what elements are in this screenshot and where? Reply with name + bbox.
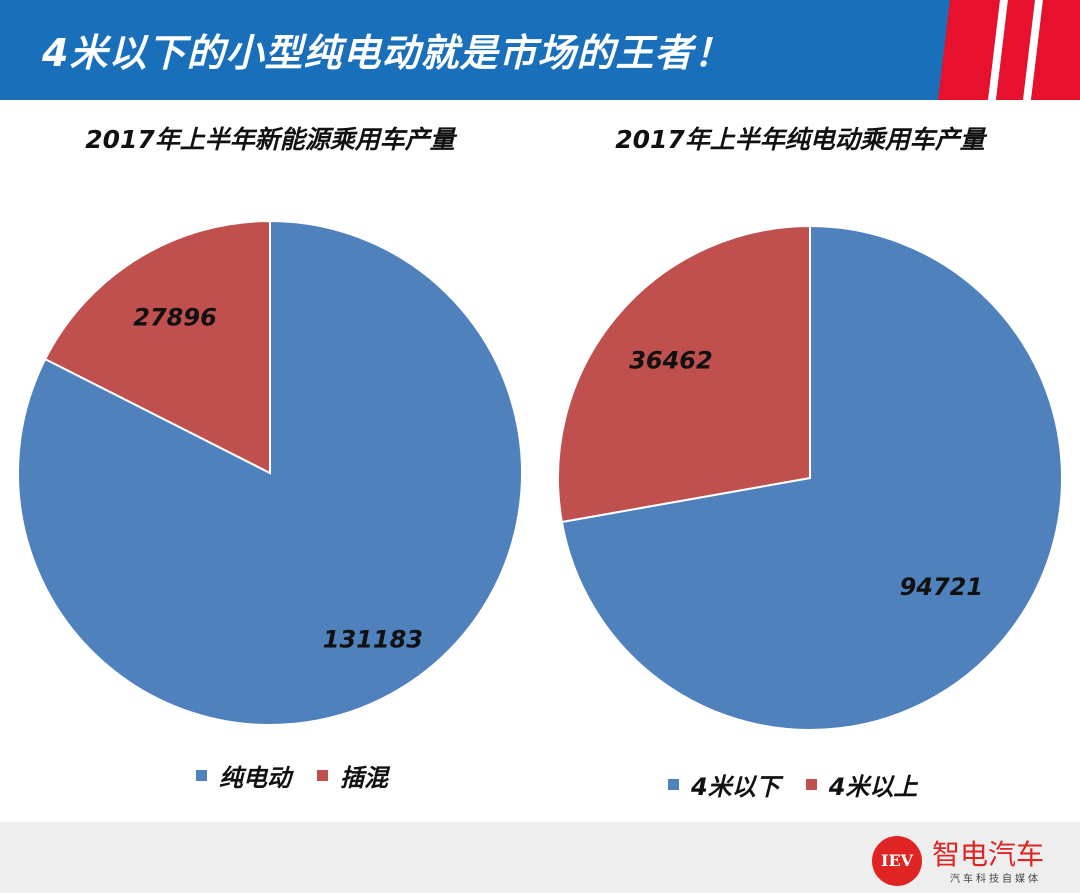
legend-swatch-phev	[317, 770, 328, 781]
legend-right: 4米以下 4米以上	[668, 767, 943, 802]
legend-label-under-4m: 4米以下	[691, 773, 780, 801]
data-label-under-4m: 94721	[900, 573, 984, 601]
legend-item-over-4m: 4米以上	[805, 767, 918, 802]
legend-swatch-over-4m	[805, 779, 817, 790]
pie-slice-under-4m	[560, 224, 1063, 731]
chart-title-right: 2017年上半年纯电动乘用车产量	[615, 125, 985, 154]
data-label-over-4m: 36462	[629, 346, 713, 374]
brand-logo-icon: IEV	[872, 836, 922, 886]
pie-slice-phev	[43, 219, 271, 475]
legend-label-pure-ev: 纯电动	[219, 764, 291, 792]
header-bar: 4米以下的小型纯电动就是市场的王者！	[0, 0, 1080, 100]
stripe-red-1	[938, 0, 1000, 100]
data-label-pure-ev: 131183	[323, 625, 423, 653]
legend-item-phev: 插混	[317, 758, 388, 793]
brand-tagline: 汽车科技自媒体	[950, 874, 1041, 885]
legend-swatch-pure-ev	[196, 770, 207, 781]
stripe-white-1	[988, 0, 1008, 100]
legend-item-pure-ev: 纯电动	[196, 758, 291, 793]
page-title: 4米以下的小型纯电动就是市场的王者！	[42, 31, 733, 75]
legend-swatch-under-4m	[668, 779, 679, 790]
chart-title-left: 2017年上半年新能源乘用车产量	[85, 125, 455, 154]
brand-name: 智电汽车	[932, 838, 1045, 871]
header-stripes	[938, 0, 1080, 100]
stripe-red-2	[996, 0, 1035, 100]
stripe-red-3	[1031, 0, 1080, 100]
pie-slice-over-4m	[557, 224, 811, 524]
legend-left: 纯电动 插混	[196, 758, 414, 793]
legend-label-phev: 插混	[340, 764, 388, 792]
legend-label-over-4m: 4米以上	[828, 773, 918, 801]
stripe-white-2	[1023, 0, 1043, 100]
legend-item-under-4m: 4米以下	[668, 767, 780, 802]
data-label-phev: 27896	[133, 303, 217, 331]
